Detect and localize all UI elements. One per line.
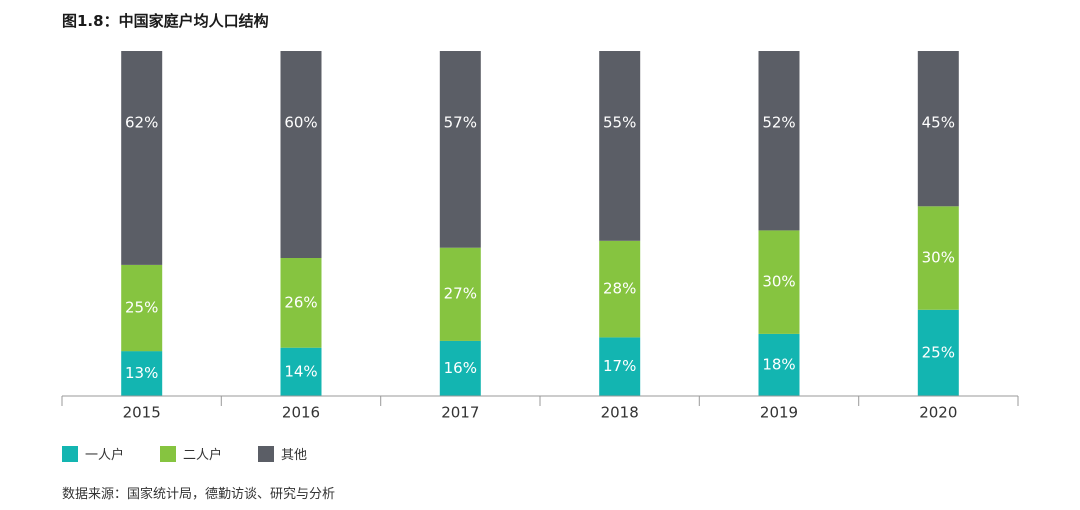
legend: 一人户 二人户 其他 — [62, 444, 343, 463]
data-label: 18% — [762, 355, 795, 373]
bar-segment — [280, 51, 322, 258]
data-label: 62% — [125, 114, 158, 132]
data-label: 57% — [444, 114, 477, 132]
bar-segment — [439, 51, 481, 248]
bar-segment — [917, 206, 959, 310]
data-label: 55% — [603, 114, 636, 132]
data-label: 14% — [284, 362, 317, 380]
legend-item-other: 其他 — [258, 444, 307, 463]
legend-label: 一人户 — [85, 448, 125, 463]
bar-segment — [599, 51, 641, 241]
data-label: 30% — [762, 273, 795, 291]
x-tick-label: 2019 — [760, 404, 798, 422]
bar-segment — [917, 51, 959, 207]
data-label: 30% — [922, 249, 955, 267]
bar-segment — [599, 240, 641, 338]
data-label: 17% — [603, 357, 636, 375]
chart-title: 图1.8：中国家庭户均人口结构 — [62, 12, 269, 30]
data-label: 28% — [603, 280, 636, 298]
bar-segment — [758, 333, 800, 396]
legend-swatch — [62, 445, 78, 462]
bar-segment — [758, 230, 800, 334]
data-label: 26% — [284, 293, 317, 311]
legend-label: 其他 — [281, 448, 308, 463]
bar-segment — [599, 337, 641, 397]
data-label: 16% — [444, 359, 477, 377]
bar-segment — [280, 347, 322, 396]
bar-segment — [280, 258, 322, 348]
data-label: 25% — [922, 343, 955, 361]
legend-label: 二人户 — [183, 448, 223, 463]
x-tick-label: 2018 — [601, 404, 639, 422]
bar-segment — [439, 340, 481, 396]
bar-segment — [758, 51, 800, 231]
source-note: 数据来源：国家统计局，德勤访谈、研究与分析 — [62, 487, 336, 502]
bar-segment — [439, 247, 481, 341]
data-label: 52% — [762, 114, 795, 132]
legend-swatch — [160, 445, 177, 462]
x-tick-label: 2015 — [123, 404, 161, 422]
x-tick-label: 2020 — [919, 404, 957, 422]
data-label: 60% — [284, 114, 317, 132]
bar-segment — [121, 51, 163, 265]
data-label: 45% — [922, 114, 955, 132]
bar-segment — [917, 309, 959, 397]
data-label: 13% — [125, 364, 158, 382]
bar-segment — [121, 351, 163, 396]
legend-item-one-person: 一人户 — [62, 444, 124, 463]
data-label: 25% — [125, 299, 158, 317]
x-tick-label: 2017 — [441, 404, 479, 422]
bar-segment — [121, 264, 163, 352]
data-label: 27% — [444, 285, 477, 303]
x-tick-label: 2016 — [282, 404, 320, 422]
legend-item-two-person: 二人户 — [160, 444, 222, 463]
stacked-bar-chart: 13% 25% 62% 2015 14% 26% 60% 2016 16% 27% 57% 2017 1… — [61, 51, 1019, 422]
legend-swatch — [258, 445, 275, 462]
